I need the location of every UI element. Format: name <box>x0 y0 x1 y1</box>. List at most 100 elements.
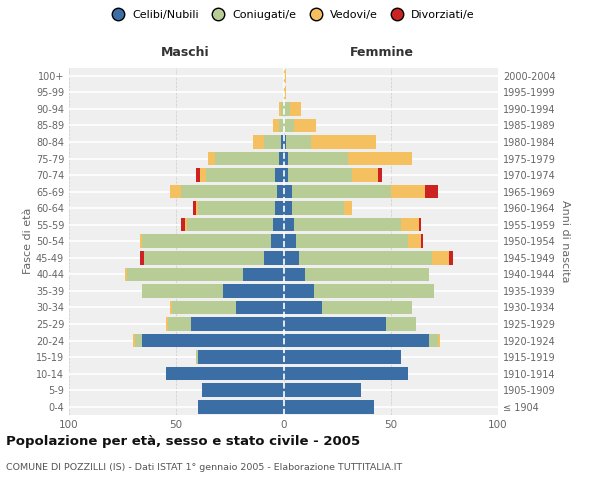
Bar <box>187 218 273 232</box>
Bar <box>421 234 423 248</box>
Bar <box>127 268 243 281</box>
Bar <box>142 284 223 298</box>
Text: Maschi: Maschi <box>161 46 209 59</box>
Bar <box>299 251 431 264</box>
Bar <box>284 384 361 397</box>
Bar <box>438 334 440 347</box>
Bar <box>322 300 412 314</box>
Bar <box>386 317 416 331</box>
Bar <box>284 102 290 116</box>
Bar <box>284 367 408 380</box>
Bar <box>294 218 401 232</box>
Bar <box>181 185 277 198</box>
Bar <box>196 202 198 215</box>
Bar <box>198 350 284 364</box>
Bar <box>425 185 438 198</box>
Bar <box>279 152 284 166</box>
Bar <box>288 152 348 166</box>
Bar <box>284 350 401 364</box>
Bar <box>275 202 284 215</box>
Bar <box>170 300 172 314</box>
Bar <box>236 300 284 314</box>
Bar <box>284 202 292 215</box>
Bar <box>279 102 281 116</box>
Bar <box>449 251 453 264</box>
Bar <box>142 234 271 248</box>
Bar <box>264 251 284 264</box>
Bar <box>133 334 136 347</box>
Bar <box>215 152 279 166</box>
Bar <box>167 317 191 331</box>
Bar <box>275 168 284 182</box>
Bar <box>243 268 284 281</box>
Bar <box>311 135 376 148</box>
Bar <box>391 185 425 198</box>
Bar <box>142 334 284 347</box>
Bar <box>279 118 284 132</box>
Bar <box>172 300 236 314</box>
Bar <box>284 300 322 314</box>
Bar <box>292 202 344 215</box>
Bar <box>284 268 305 281</box>
Bar <box>166 367 284 380</box>
Bar <box>196 350 198 364</box>
Bar <box>419 218 421 232</box>
Bar <box>208 152 215 166</box>
Bar <box>292 185 391 198</box>
Bar <box>253 135 264 148</box>
Bar <box>401 218 419 232</box>
Bar <box>264 135 281 148</box>
Bar <box>408 234 421 248</box>
Bar <box>284 86 286 99</box>
Bar <box>284 334 430 347</box>
Y-axis label: Fasce di età: Fasce di età <box>23 208 33 274</box>
Bar <box>431 251 449 264</box>
Bar <box>284 317 386 331</box>
Bar <box>170 185 181 198</box>
Bar <box>271 234 284 248</box>
Bar <box>277 185 284 198</box>
Bar <box>284 168 288 182</box>
Bar <box>294 118 316 132</box>
Bar <box>284 218 294 232</box>
Bar <box>196 168 200 182</box>
Bar <box>290 102 301 116</box>
Text: COMUNE DI POZZILLI (IS) - Dati ISTAT 1° gennaio 2005 - Elaborazione TUTTITALIA.I: COMUNE DI POZZILLI (IS) - Dati ISTAT 1° … <box>6 462 402 471</box>
Bar <box>191 317 284 331</box>
Bar <box>284 135 286 148</box>
Bar <box>193 202 196 215</box>
Bar <box>198 400 284 413</box>
Bar <box>352 168 378 182</box>
Bar <box>284 185 292 198</box>
Bar <box>284 284 314 298</box>
Text: Popolazione per età, sesso e stato civile - 2005: Popolazione per età, sesso e stato civil… <box>6 435 360 448</box>
Bar <box>288 168 352 182</box>
Y-axis label: Anni di nascita: Anni di nascita <box>560 200 570 282</box>
Bar <box>284 69 286 82</box>
Bar <box>296 234 408 248</box>
Bar <box>344 202 352 215</box>
Bar <box>284 251 299 264</box>
Bar <box>314 284 434 298</box>
Bar <box>430 334 438 347</box>
Bar <box>166 317 167 331</box>
Bar <box>223 284 284 298</box>
Bar <box>136 334 142 347</box>
Legend: Celibi/Nubili, Coniugati/e, Vedovi/e, Divorziati/e: Celibi/Nubili, Coniugati/e, Vedovi/e, Di… <box>103 6 479 25</box>
Bar <box>200 168 206 182</box>
Bar <box>273 218 284 232</box>
Text: Femmine: Femmine <box>350 46 414 59</box>
Bar <box>284 234 296 248</box>
Bar <box>198 202 275 215</box>
Bar <box>284 152 288 166</box>
Bar <box>378 168 382 182</box>
Bar <box>281 102 284 116</box>
Bar <box>284 400 374 413</box>
Bar <box>185 218 187 232</box>
Bar <box>140 251 144 264</box>
Bar <box>305 268 430 281</box>
Bar <box>144 251 264 264</box>
Bar <box>284 118 294 132</box>
Bar <box>348 152 412 166</box>
Bar <box>140 234 142 248</box>
